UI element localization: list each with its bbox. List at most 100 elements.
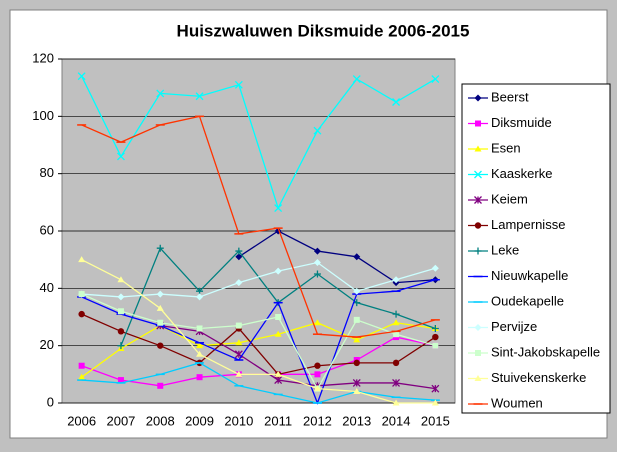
marker [432, 333, 439, 341]
marker [78, 256, 86, 263]
marker [392, 359, 400, 367]
marker [474, 324, 482, 331]
marker [474, 145, 482, 152]
marker [353, 316, 360, 323]
marker [352, 378, 361, 387]
legend-label: Lampernisse [491, 217, 565, 232]
marker [392, 310, 400, 318]
series-line [81, 293, 436, 390]
marker [475, 120, 481, 127]
series-line [81, 313, 436, 376]
x-tick-label: 2012 [303, 413, 332, 428]
marker [78, 310, 85, 318]
marker [353, 253, 361, 261]
marker [313, 270, 321, 278]
marker [392, 98, 401, 106]
marker [196, 325, 203, 332]
marker [353, 388, 361, 395]
marker [195, 92, 204, 101]
legend-label: Oudekapelle [491, 293, 564, 308]
legend-label: Kaaskerke [491, 166, 552, 181]
marker [157, 382, 164, 389]
marker [474, 247, 482, 255]
marker [352, 75, 361, 84]
x-tick-label: 2006 [67, 413, 96, 428]
marker [431, 384, 440, 393]
marker [432, 342, 439, 349]
marker [274, 330, 282, 337]
marker [275, 314, 282, 320]
series-line [81, 75, 436, 210]
marker [314, 362, 321, 369]
series-line [81, 259, 436, 404]
legend-label: Beerst [491, 89, 529, 104]
legend-label: Keiem [491, 191, 528, 206]
marker [78, 373, 86, 380]
x-tick-label: 2009 [185, 413, 214, 428]
marker [353, 359, 360, 367]
marker [274, 370, 282, 377]
legend [461, 83, 611, 414]
marker [117, 293, 125, 301]
marker [353, 287, 361, 295]
marker [474, 94, 482, 102]
marker [313, 247, 321, 255]
y-tick-label: 120 [32, 50, 54, 65]
marker [157, 342, 164, 349]
y-tick-label: 60 [40, 222, 54, 237]
marker [392, 319, 400, 326]
x-tick-label: 2014 [382, 413, 411, 428]
marker [313, 385, 321, 392]
y-tick-label: 100 [32, 108, 54, 123]
marker [274, 376, 283, 385]
legend-label: Nieuwkapelle [491, 268, 568, 283]
marker [474, 375, 482, 381]
marker [235, 253, 243, 261]
marker [431, 399, 439, 406]
marker [274, 204, 283, 213]
x-tick-label: 2008 [146, 413, 175, 428]
marker [474, 170, 482, 179]
marker [393, 331, 400, 338]
marker [392, 276, 400, 284]
legend-label: Sint-Jakobskapelle [491, 344, 600, 359]
legend-label: Stuivekenskerke [491, 370, 586, 385]
chart-title: Huiszwaluwen Diksmuide 2006-2015 [177, 21, 470, 40]
marker [313, 126, 322, 135]
x-tick-label: 2013 [342, 413, 371, 428]
marker [431, 75, 440, 84]
marker [475, 350, 481, 356]
marker [314, 371, 321, 378]
marker [235, 322, 242, 329]
marker [353, 299, 361, 307]
marker [235, 279, 243, 287]
marker [117, 308, 124, 315]
y-tick-label: 20 [40, 337, 54, 352]
marker [431, 264, 439, 272]
y-tick-label: 40 [40, 280, 54, 295]
marker [156, 244, 164, 252]
x-tick-label: 2010 [224, 413, 253, 428]
marker [156, 89, 165, 98]
marker [196, 293, 204, 301]
series-line [160, 324, 436, 390]
y-tick-label: 80 [40, 165, 54, 180]
marker [235, 247, 243, 255]
series-line [238, 230, 436, 284]
marker [353, 336, 361, 343]
marker [474, 196, 482, 204]
marker [392, 399, 400, 406]
legend-label: Woumen [491, 395, 543, 410]
legend-label: Esen [491, 140, 521, 155]
series-line [81, 362, 436, 404]
legend-label: Diksmuide [491, 115, 552, 130]
marker [157, 319, 164, 326]
marker [474, 222, 482, 229]
marker [196, 374, 203, 381]
marker [235, 339, 243, 346]
marker [196, 350, 204, 357]
marker [117, 276, 125, 283]
marker [235, 370, 243, 377]
marker [313, 319, 321, 326]
